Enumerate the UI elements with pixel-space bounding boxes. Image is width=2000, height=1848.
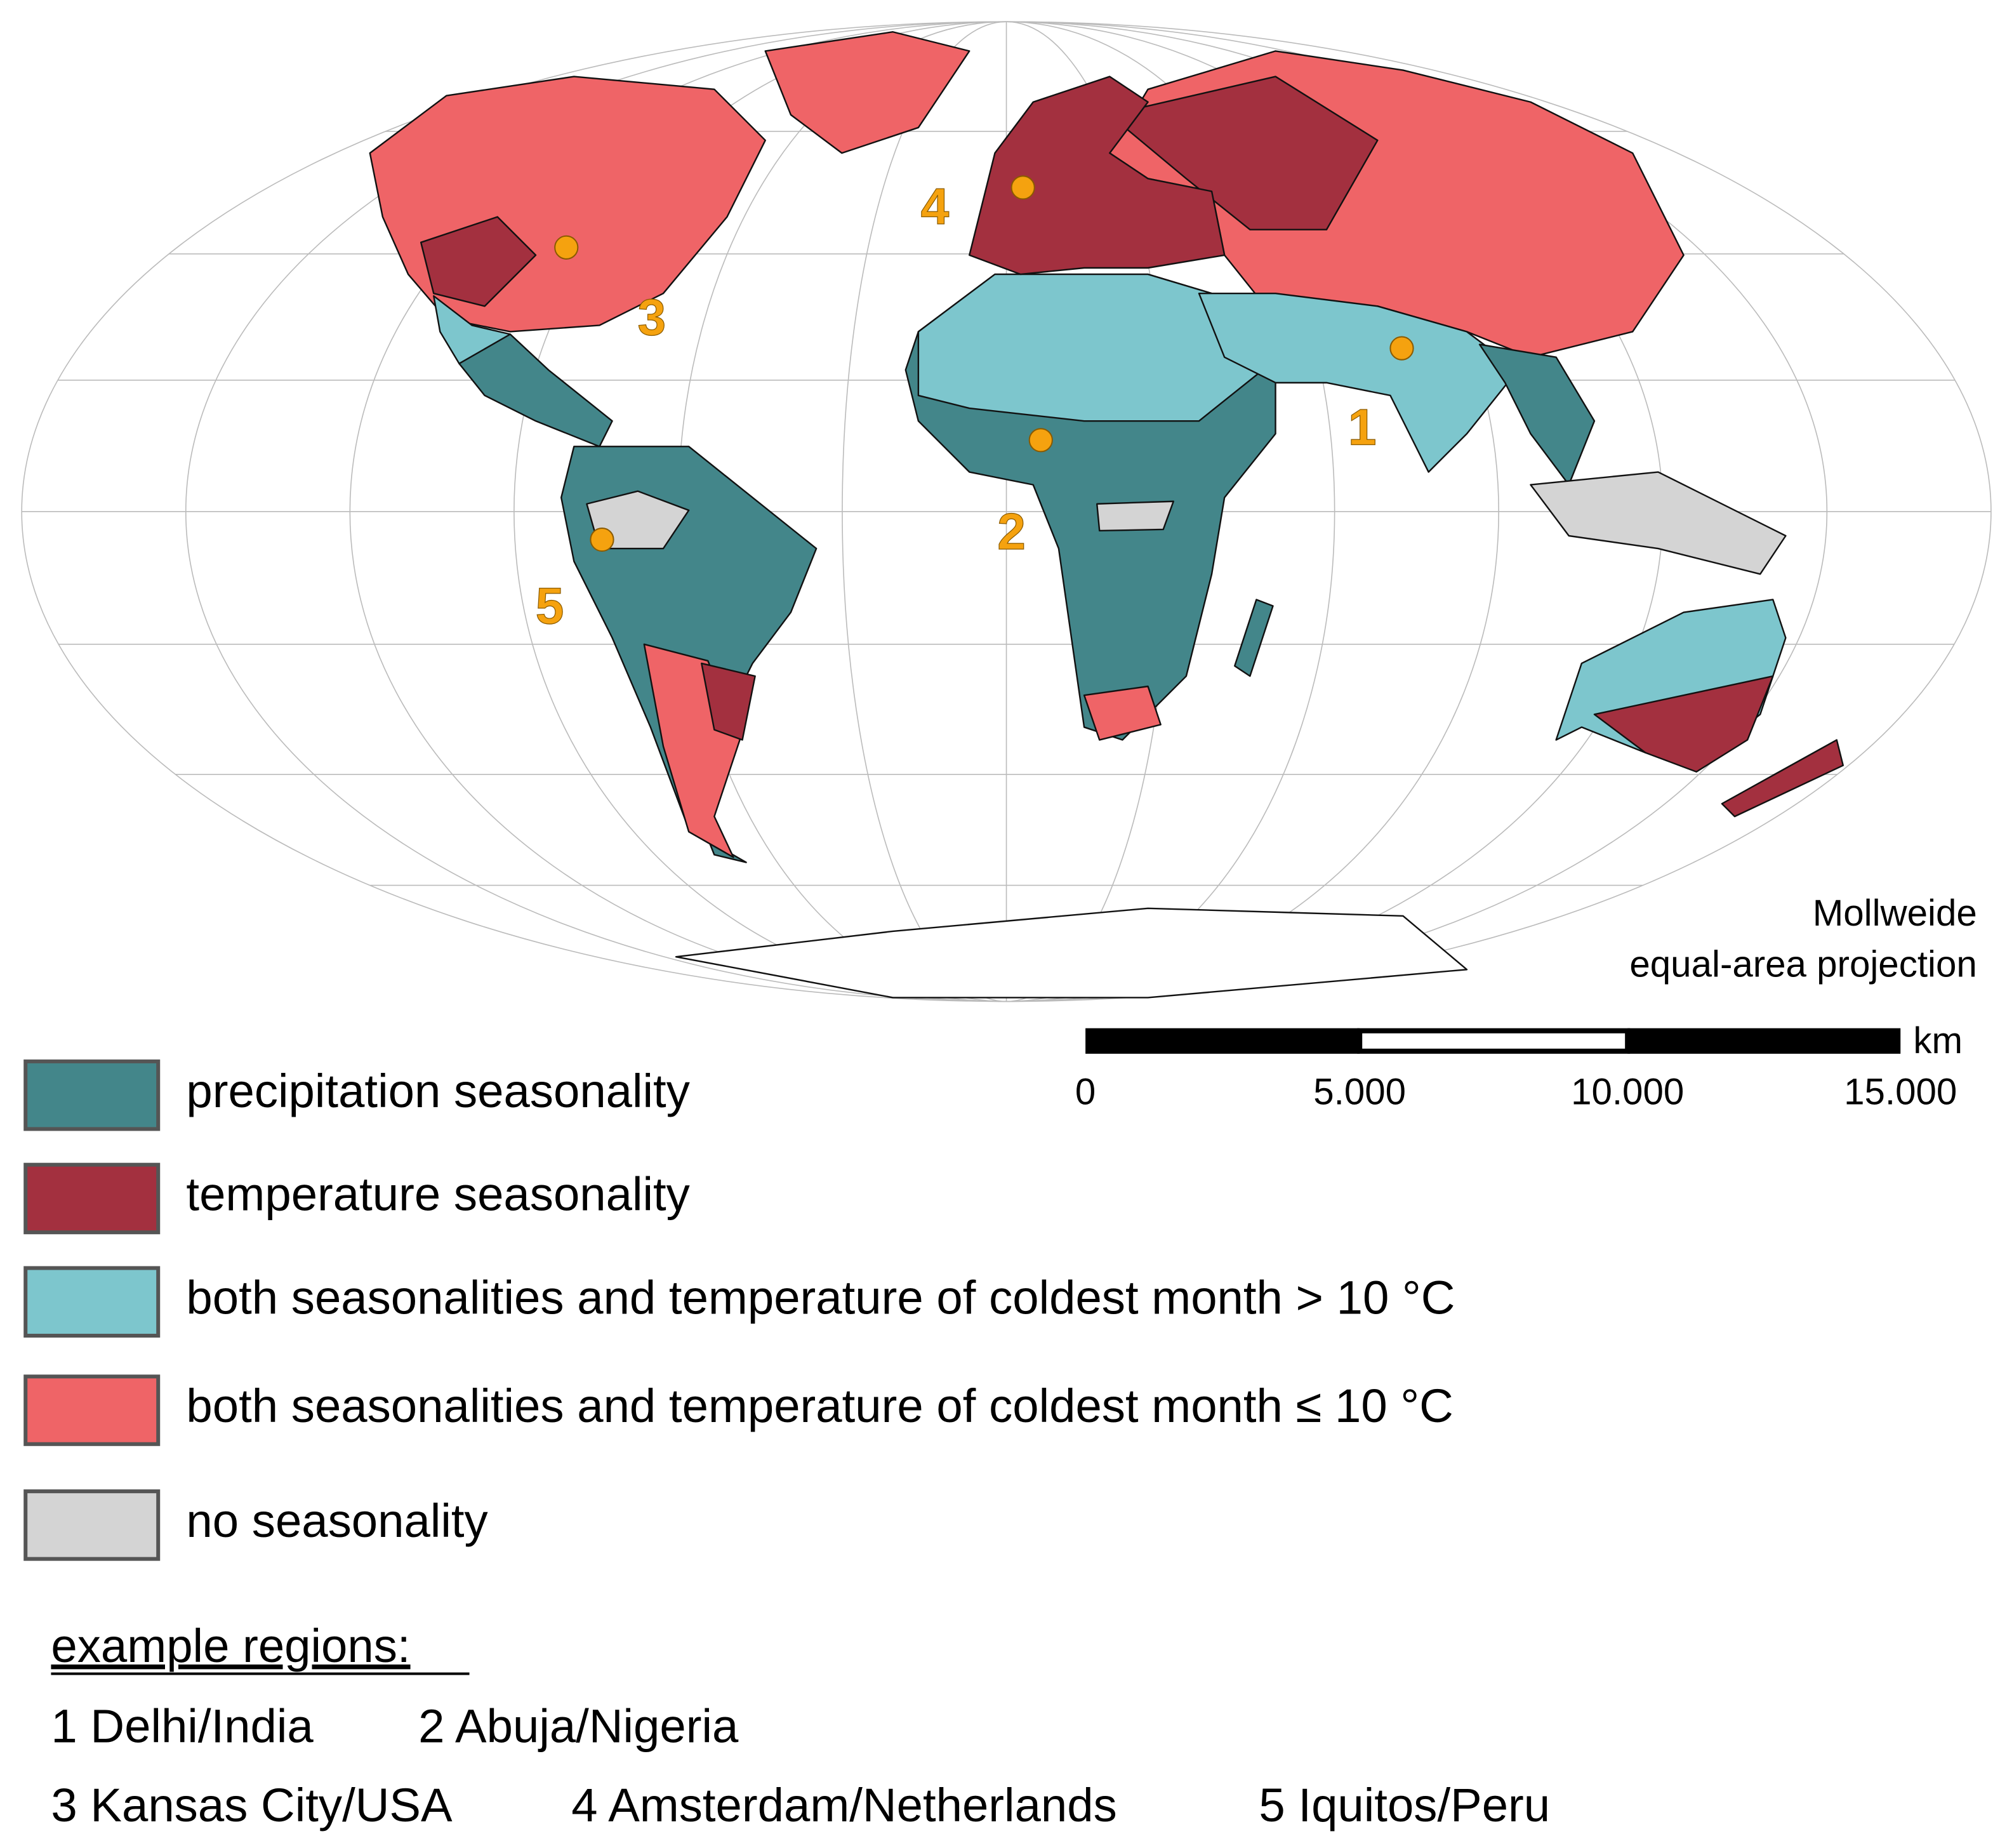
region-landmass — [1109, 76, 1379, 230]
region-landmass — [560, 446, 818, 863]
example-item: 5 Iquitos/Peru — [1259, 1779, 1550, 1831]
region-landmass — [917, 273, 1264, 422]
scale-tick-label: 15.000 — [1844, 1072, 1957, 1113]
marker-dot — [554, 235, 579, 260]
marker-dot — [1010, 175, 1035, 200]
region-landmass — [1096, 500, 1175, 532]
legend-swatch — [23, 1374, 161, 1446]
region-landmass — [1530, 471, 1787, 575]
region-landmass — [969, 76, 1226, 276]
scale-tick-label: 0 — [1075, 1072, 1096, 1113]
legend-swatch — [23, 1059, 161, 1131]
region-landmass — [701, 662, 756, 741]
legend-swatch — [23, 1489, 161, 1561]
region-landmass — [458, 333, 613, 448]
region-landmass — [1083, 685, 1162, 741]
scale-segment — [1357, 1028, 1631, 1054]
region-landmass — [1198, 292, 1519, 473]
example-title: example regions: — [51, 1619, 410, 1672]
example-regions: example regions: 1 Delhi/India 2 Abuja/N… — [51, 1619, 1550, 1831]
example-item: 4 Amsterdam/Netherlands — [571, 1779, 1116, 1831]
region-landmass — [369, 76, 766, 333]
marker-dot — [1028, 428, 1053, 453]
legend-label: both seasonalities and temperature of co… — [186, 1379, 1453, 1432]
example-item: 3 Kansas City/USA — [51, 1779, 453, 1831]
projection-note: equal-area projection — [1629, 944, 1977, 985]
example-item: 2 Abuja/Nigeria — [418, 1700, 739, 1753]
land — [369, 31, 1844, 999]
scale-bar: km 0 5.000 10.000 15.000 — [1075, 1020, 1963, 1112]
marker-label: 4 — [921, 178, 950, 236]
projection-note: Mollweide — [1813, 893, 1977, 934]
scale-unit: km — [1913, 1020, 1963, 1061]
region-landmass — [420, 216, 537, 307]
scale-tick-label: 5.000 — [1313, 1072, 1406, 1113]
marker-label: 1 — [1348, 399, 1377, 456]
region-landmass — [1593, 675, 1774, 773]
legend-swatch — [23, 1266, 161, 1338]
legend-label: precipitation seasonality — [186, 1065, 690, 1117]
scale-segment — [1085, 1028, 1360, 1054]
legend-label: both seasonalities and temperature of co… — [186, 1271, 1455, 1324]
legend-label: no seasonality — [186, 1494, 488, 1547]
region-landmass — [1234, 599, 1274, 677]
scale-segment — [1627, 1028, 1901, 1054]
region-landmass — [1721, 739, 1844, 818]
legend-label: temperature seasonality — [186, 1168, 690, 1221]
marker-label: 3 — [638, 289, 666, 347]
example-item: 1 Delhi/India — [51, 1700, 314, 1753]
marker-dot — [1389, 336, 1414, 361]
legend-swatch — [23, 1162, 161, 1235]
marker-dot — [590, 527, 614, 552]
region-landmass — [764, 31, 970, 154]
marker-label: 5 — [536, 578, 564, 635]
marker-label: 2 — [997, 503, 1026, 561]
antarctica — [675, 907, 1468, 999]
scale-tick-label: 10.000 — [1571, 1072, 1684, 1113]
legend: precipitation seasonality temperature sea… — [23, 1059, 1455, 1561]
example-markers: 1 2 3 4 5 — [535, 175, 1414, 635]
